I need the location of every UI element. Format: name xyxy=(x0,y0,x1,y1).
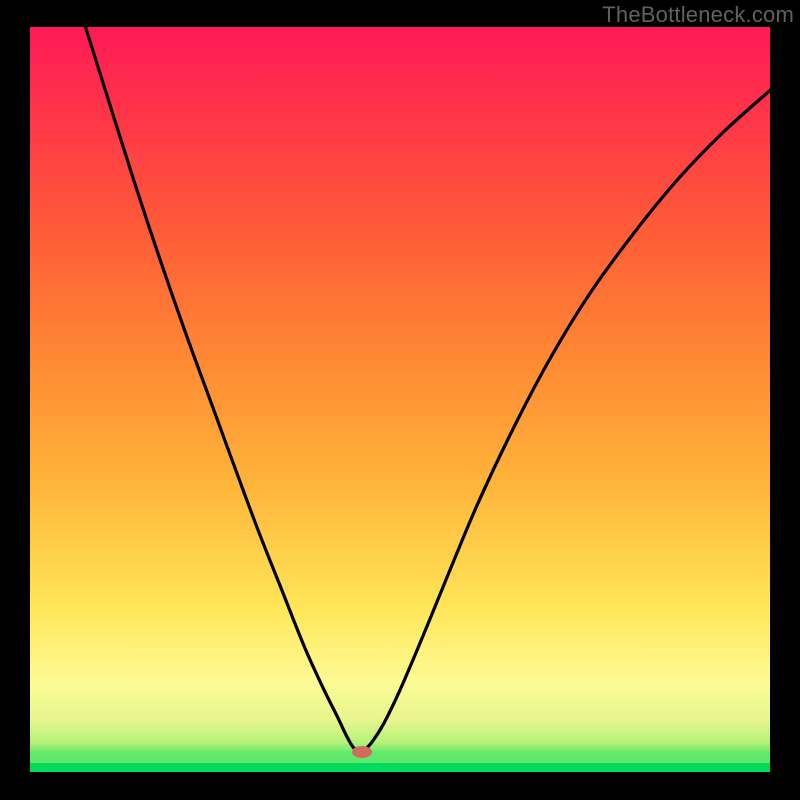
watermark-text: TheBottleneck.com xyxy=(602,2,794,28)
chart-root: TheBottleneck.com xyxy=(0,0,800,800)
plot-area xyxy=(30,27,770,772)
bottleneck-curve xyxy=(30,27,770,772)
optimal-marker xyxy=(352,746,372,758)
curve-path xyxy=(86,27,771,751)
